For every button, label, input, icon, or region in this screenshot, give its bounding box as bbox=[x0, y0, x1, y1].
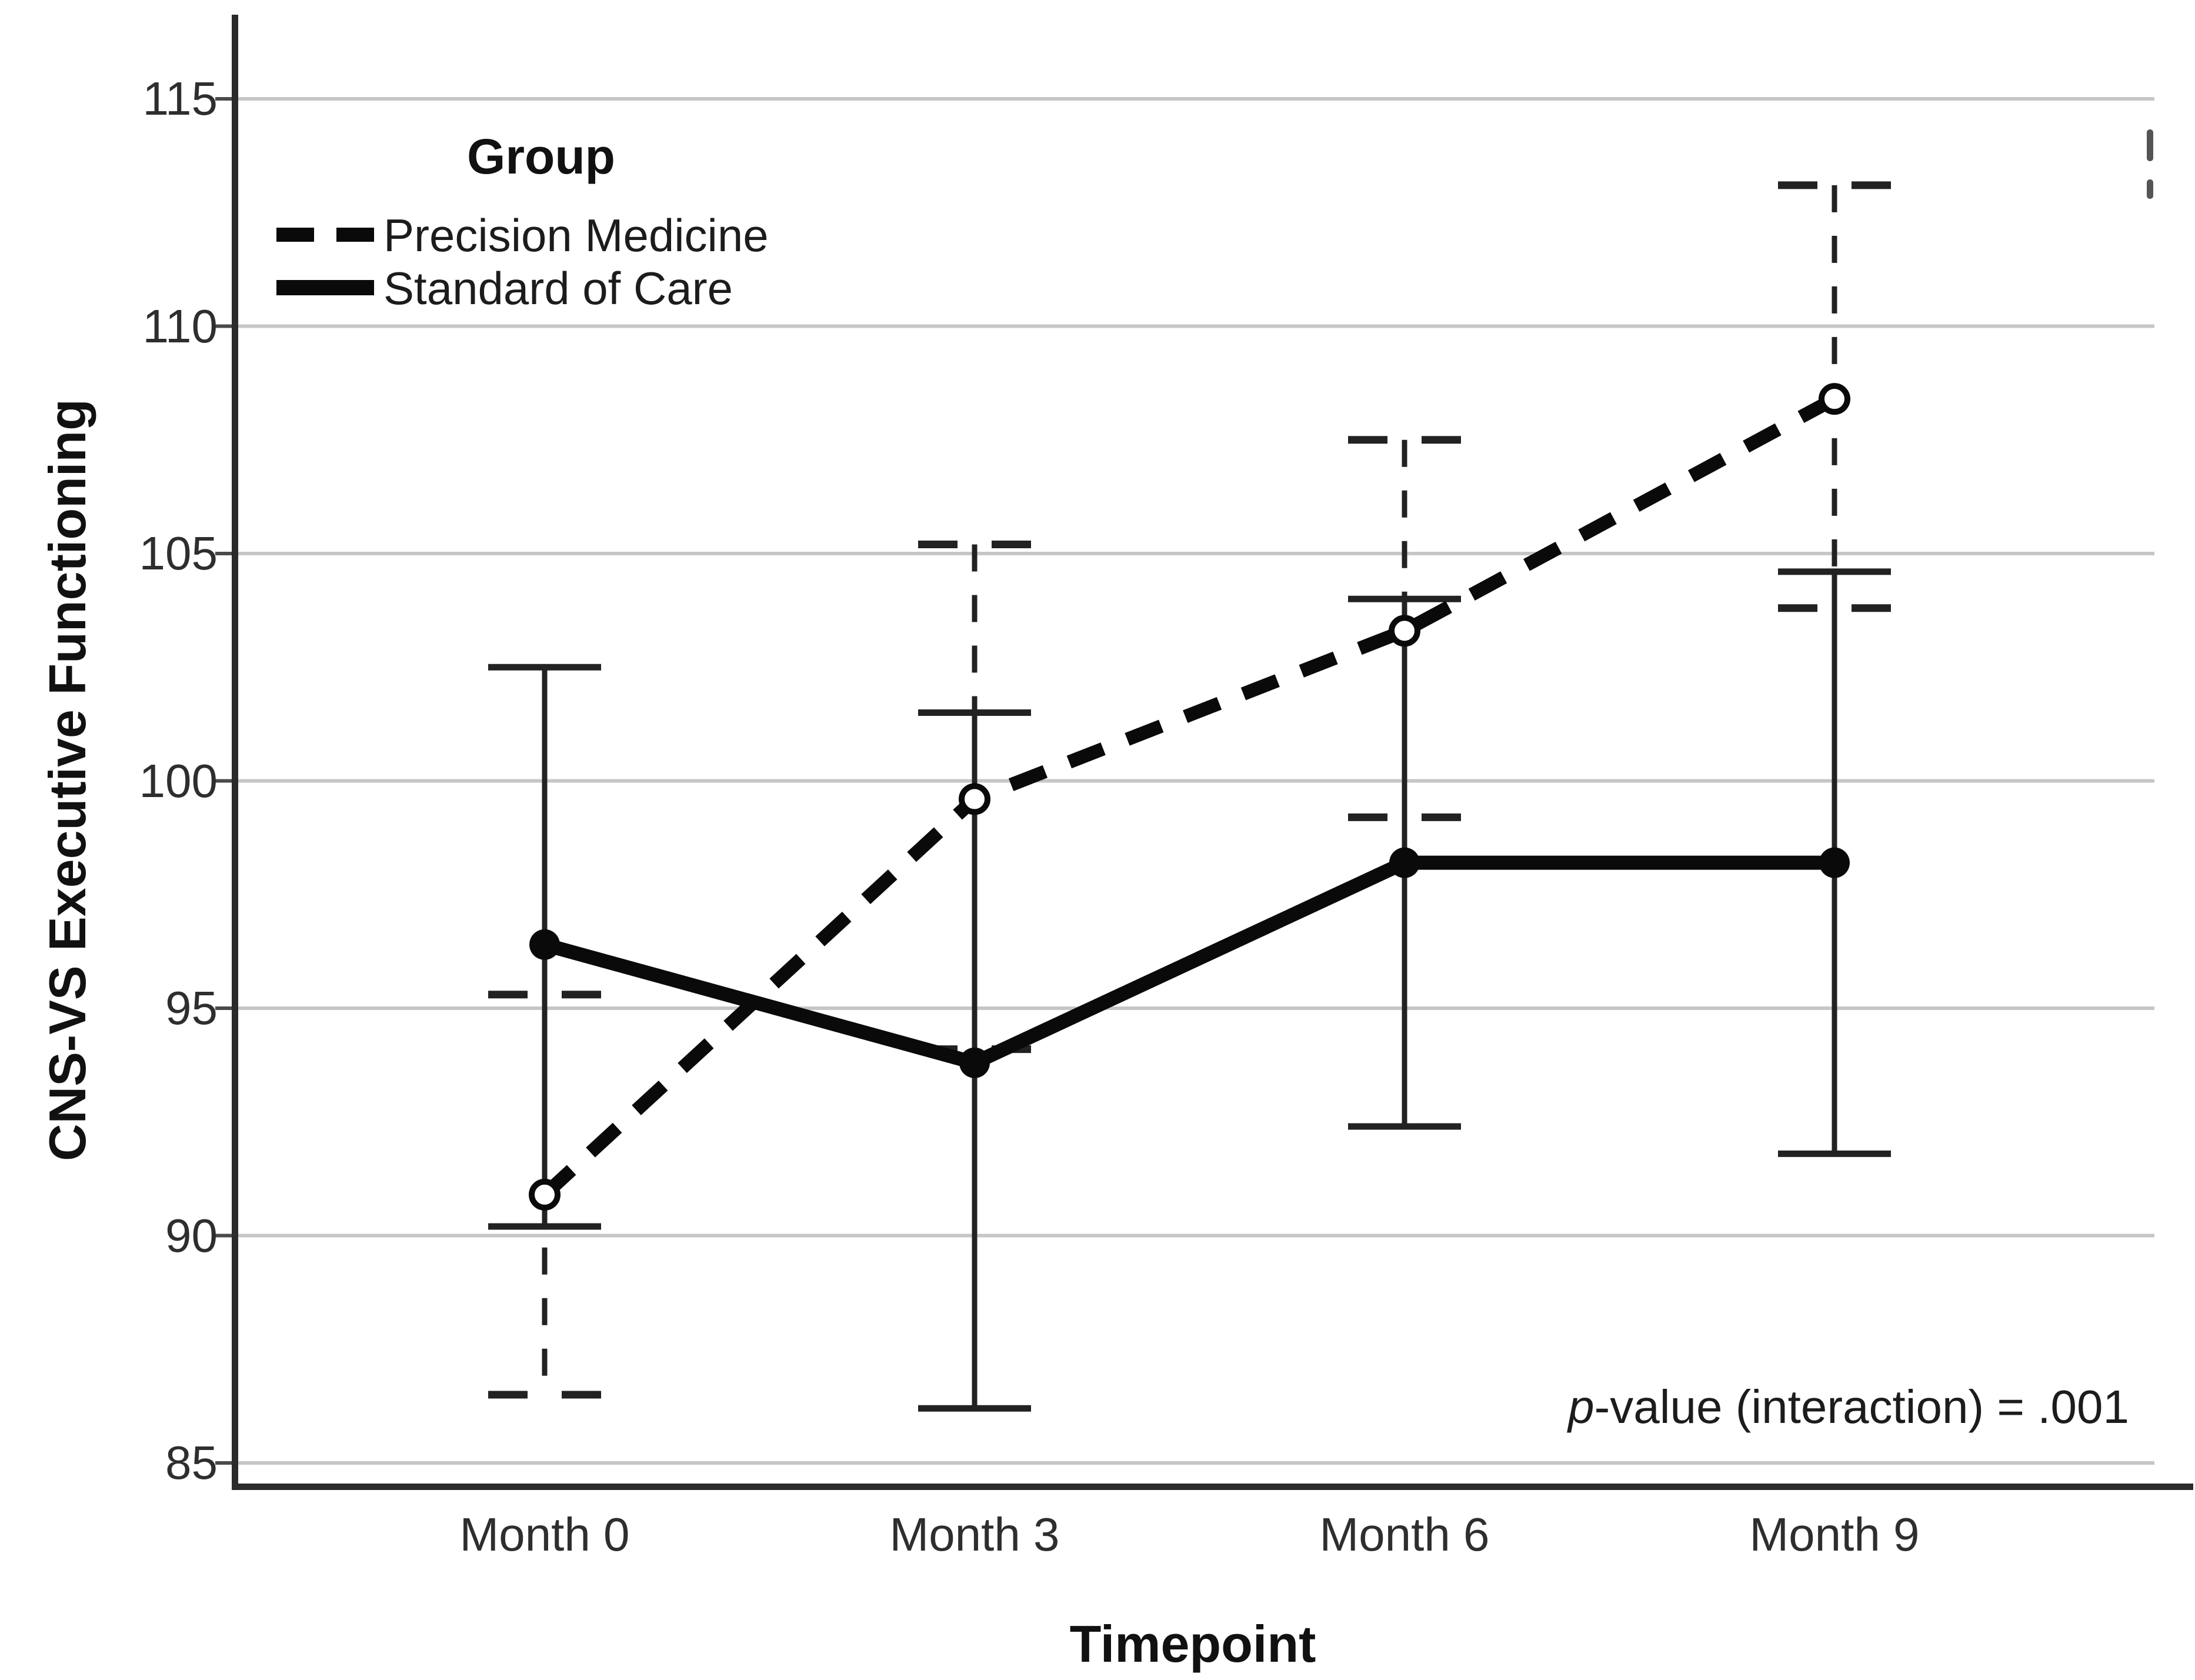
x-tick-label-month-3: Month 3 bbox=[889, 1508, 1060, 1561]
y-axis-title: CNS-VS Executive Functioning bbox=[38, 399, 96, 1161]
marker-filled-circle-standard-of-care bbox=[1819, 847, 1850, 878]
p-value-text: -value (interaction) = .001 bbox=[1594, 1381, 2129, 1433]
series-layer bbox=[488, 181, 1891, 1412]
y-tick-label-105: 105 bbox=[139, 527, 218, 579]
marker-filled-circle-standard-of-care bbox=[529, 929, 560, 960]
marker-open-circle-precision-medicine bbox=[529, 1178, 561, 1211]
y-tick-label-95: 95 bbox=[165, 982, 218, 1034]
right-edge-artifact-mark bbox=[2147, 129, 2153, 161]
x-tick-label-month-9: Month 9 bbox=[1749, 1508, 1920, 1561]
legend-title: Group bbox=[467, 129, 615, 184]
y-tick-label-100: 100 bbox=[139, 755, 218, 807]
series-line-standard-of-care bbox=[542, 855, 1834, 1071]
y-tick-label-90: 90 bbox=[165, 1209, 218, 1262]
p-value-italic-p: p bbox=[1568, 1381, 1594, 1433]
right-edge-artifact-mark bbox=[2147, 179, 2153, 199]
series-line-precision-medicine bbox=[540, 393, 1838, 1200]
marker-open-circle-precision-medicine bbox=[959, 783, 990, 815]
legend-item-standard-of-care: Standard of Care bbox=[383, 262, 733, 314]
x-tick-label-month-6: Month 6 bbox=[1319, 1508, 1490, 1561]
x-tick-label-month-0: Month 0 bbox=[459, 1508, 630, 1561]
y-tick-label-115: 115 bbox=[142, 72, 218, 125]
gridlines-layer bbox=[235, 97, 2154, 1465]
marker-open-circle-precision-medicine bbox=[1819, 383, 1850, 415]
marker-filled-circle-standard-of-care bbox=[959, 1047, 990, 1078]
x-axis-title: Timepoint bbox=[1069, 1615, 1316, 1673]
marker-filled-circle-standard-of-care bbox=[1389, 847, 1420, 878]
legend-item-precision-medicine: Precision Medicine bbox=[383, 209, 769, 261]
marker-open-circle-precision-medicine bbox=[1389, 615, 1420, 647]
y-tick-label-110: 110 bbox=[142, 300, 218, 352]
axes-layer bbox=[215, 15, 2193, 1490]
p-value-annotation: p-value (interaction) = .001 bbox=[1400, 1380, 2129, 1434]
y-tick-label-85: 85 bbox=[165, 1436, 218, 1489]
